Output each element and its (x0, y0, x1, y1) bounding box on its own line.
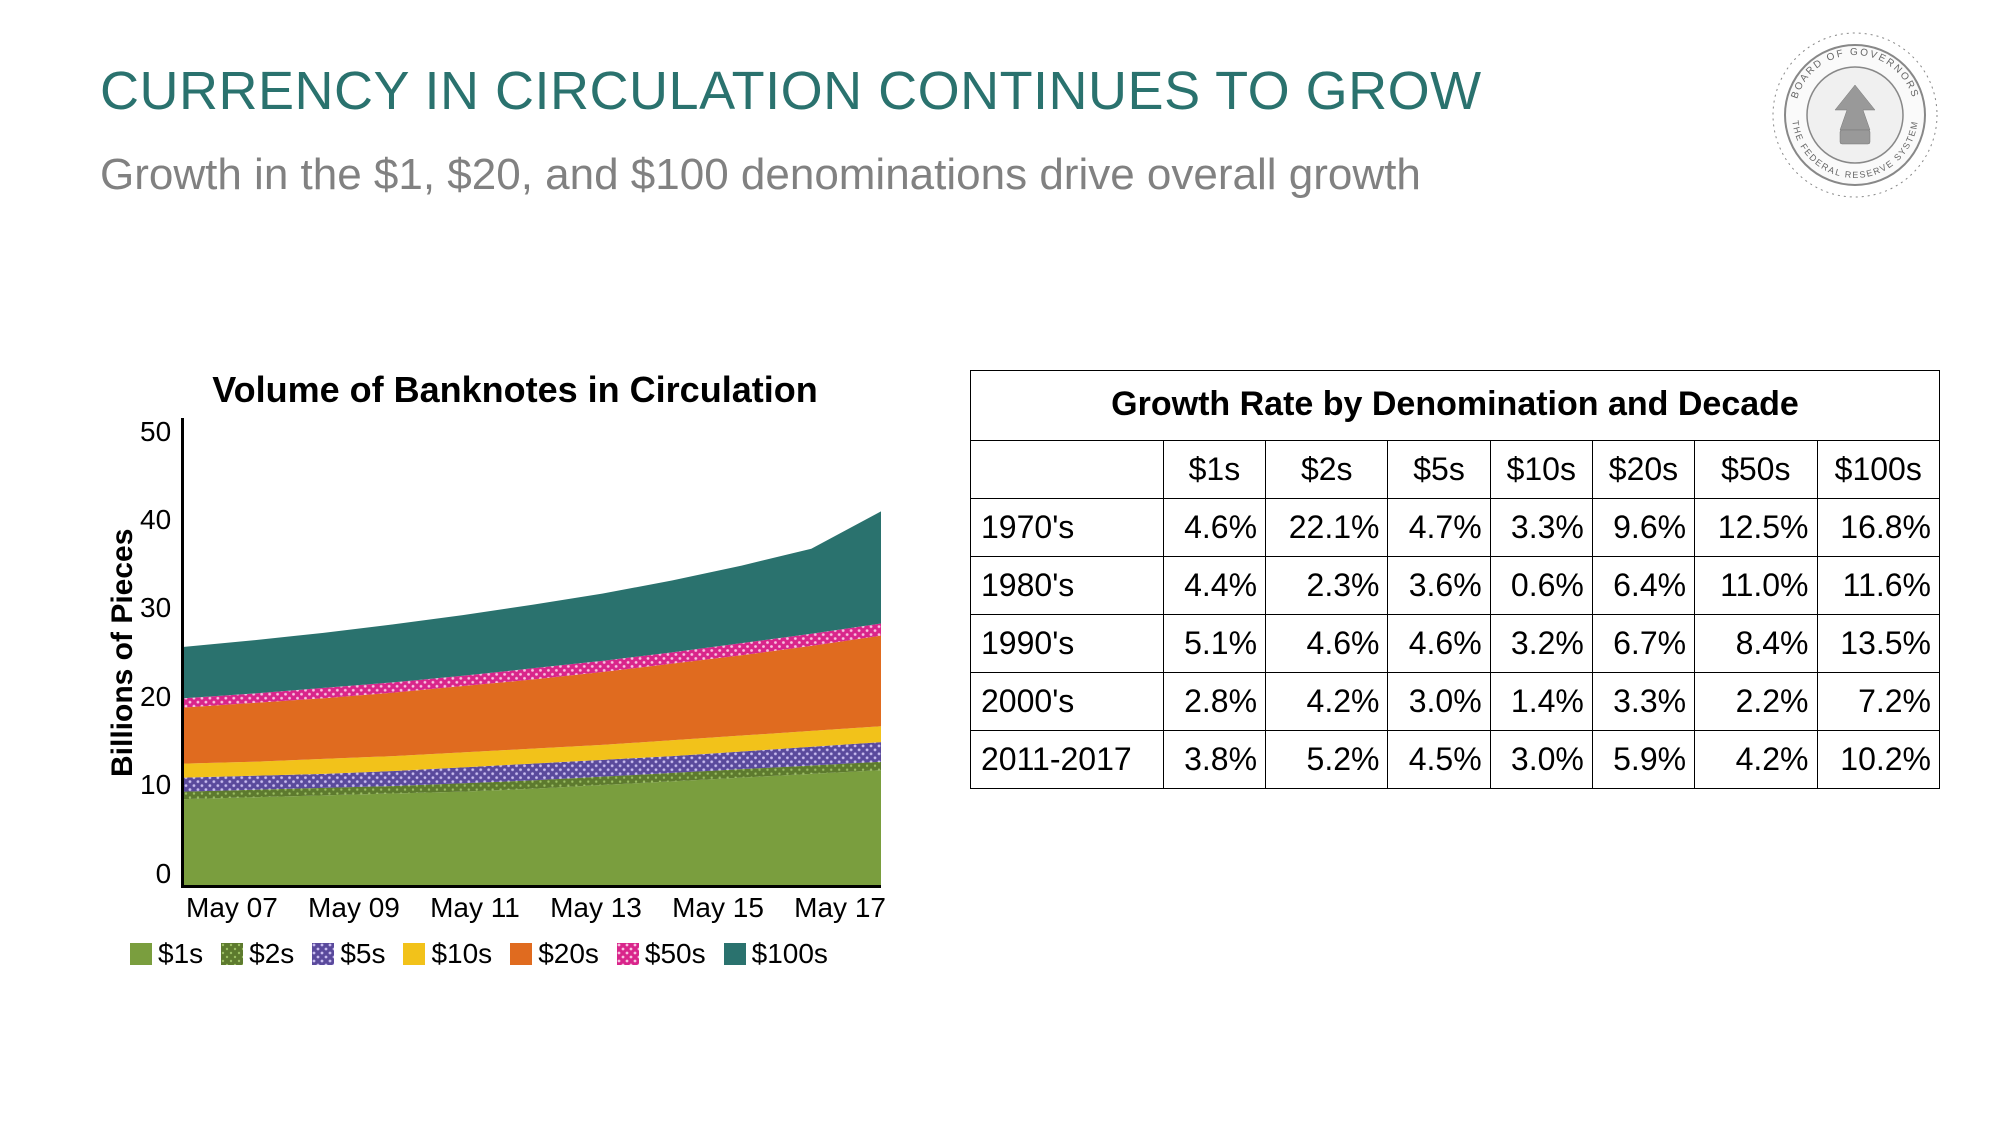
table-column-header: $50s (1695, 441, 1817, 499)
page-subtitle: Growth in the $1, $20, and $100 denomina… (100, 150, 1940, 200)
table-column-header: $1s (1163, 441, 1265, 499)
legend-label: $20s (538, 938, 599, 970)
table-column-header (971, 441, 1164, 499)
table-cell: 3.8% (1163, 731, 1265, 789)
legend-item: $50s (617, 938, 706, 970)
table-cell: 5.9% (1592, 731, 1694, 789)
chart-x-tick: May 13 (550, 892, 642, 924)
legend-swatch-icon (724, 943, 746, 965)
table-cell: 5.1% (1163, 615, 1265, 673)
federal-reserve-seal-icon: BOARD OF GOVERNORS THE FEDERAL RESERVE S… (1770, 30, 1940, 200)
table-row-header: 1970's (971, 499, 1164, 557)
table-cell: 0.6% (1490, 557, 1592, 615)
chart-x-tick: May 17 (794, 892, 886, 924)
table-cell: 5.2% (1266, 731, 1388, 789)
table-cell: 9.6% (1592, 499, 1694, 557)
chart-y-ticks: 50 40 30 20 10 0 (140, 418, 181, 888)
page-title: CURRENCY IN CIRCULATION CONTINUES TO GRO… (100, 60, 1940, 122)
legend-swatch-icon (510, 943, 532, 965)
table-cell: 2.2% (1695, 673, 1817, 731)
table-cell: 22.1% (1266, 499, 1388, 557)
table-row-header: 1990's (971, 615, 1164, 673)
chart-y-tick: 10 (140, 771, 171, 799)
chart-y-axis-label: Billions of Pieces (100, 418, 140, 888)
legend-label: $5s (340, 938, 385, 970)
legend-label: $10s (431, 938, 492, 970)
table-column-header: $5s (1388, 441, 1490, 499)
table-title: Growth Rate by Denomination and Decade (971, 371, 1940, 441)
legend-item: $1s (130, 938, 203, 970)
table-row: 2011-20173.8%5.2%4.5%3.0%5.9%4.2%10.2% (971, 731, 1940, 789)
legend-label: $1s (158, 938, 203, 970)
chart-plot-area (181, 418, 881, 888)
table-cell: 4.4% (1163, 557, 1265, 615)
table-cell: 6.7% (1592, 615, 1694, 673)
table-column-header: $20s (1592, 441, 1694, 499)
chart-legend: $1s $2s $5s $10s $20s $50s $100s (130, 938, 930, 970)
chart-x-tick: May 09 (308, 892, 400, 924)
table-cell: 13.5% (1817, 615, 1940, 673)
chart-x-tick: May 11 (430, 892, 520, 924)
table-cell: 3.2% (1490, 615, 1592, 673)
legend-item: $10s (403, 938, 492, 970)
table-cell: 4.7% (1388, 499, 1490, 557)
chart-x-tick: May 15 (672, 892, 764, 924)
table-row: 1990's5.1%4.6%4.6%3.2%6.7%8.4%13.5% (971, 615, 1940, 673)
table-row-header: 2011-2017 (971, 731, 1164, 789)
table-cell: 10.2% (1817, 731, 1940, 789)
table-row: 1980's4.4%2.3%3.6%0.6%6.4%11.0%11.6% (971, 557, 1940, 615)
legend-swatch-icon (221, 943, 243, 965)
table-cell: 4.6% (1266, 615, 1388, 673)
chart-x-tick: May 07 (186, 892, 278, 924)
table-cell: 8.4% (1695, 615, 1817, 673)
table-cell: 1.4% (1490, 673, 1592, 731)
legend-label: $100s (752, 938, 828, 970)
table-column-header: $2s (1266, 441, 1388, 499)
legend-swatch-icon (617, 943, 639, 965)
table-cell: 4.6% (1163, 499, 1265, 557)
table-cell: 4.6% (1388, 615, 1490, 673)
table-row-header: 1980's (971, 557, 1164, 615)
legend-item: $5s (312, 938, 385, 970)
chart-y-tick: 20 (140, 683, 171, 711)
table-cell: 3.0% (1388, 673, 1490, 731)
legend-label: $2s (249, 938, 294, 970)
table-cell: 3.0% (1490, 731, 1592, 789)
table-column-header: $100s (1817, 441, 1940, 499)
table-cell: 2.8% (1163, 673, 1265, 731)
chart-y-tick: 30 (140, 594, 171, 622)
legend-item: $20s (510, 938, 599, 970)
table-cell: 11.6% (1817, 557, 1940, 615)
table-cell: 2.3% (1266, 557, 1388, 615)
legend-item: $2s (221, 938, 294, 970)
chart-y-tick: 50 (140, 418, 171, 446)
chart-y-tick: 0 (140, 860, 171, 888)
table-cell: 16.8% (1817, 499, 1940, 557)
chart-y-tick: 40 (140, 506, 171, 534)
legend-swatch-icon (130, 943, 152, 965)
table-row-header: 2000's (971, 673, 1164, 731)
legend-swatch-icon (312, 943, 334, 965)
table-row: 1970's4.6%22.1%4.7%3.3%9.6%12.5%16.8% (971, 499, 1940, 557)
table-cell: 3.6% (1388, 557, 1490, 615)
chart-x-ticks: May 07 May 09 May 11 May 13 May 15 May 17 (186, 888, 886, 924)
table-cell: 6.4% (1592, 557, 1694, 615)
legend-label: $50s (645, 938, 706, 970)
table-cell: 11.0% (1695, 557, 1817, 615)
table-cell: 12.5% (1695, 499, 1817, 557)
table-row: 2000's2.8%4.2%3.0%1.4%3.3%2.2%7.2% (971, 673, 1940, 731)
legend-item: $100s (724, 938, 828, 970)
table-cell: 3.3% (1490, 499, 1592, 557)
table-column-header: $10s (1490, 441, 1592, 499)
table-cell: 4.5% (1388, 731, 1490, 789)
banknote-volume-chart: Volume of Banknotes in Circulation Billi… (100, 370, 930, 970)
chart-title: Volume of Banknotes in Circulation (100, 370, 930, 410)
table-cell: 4.2% (1695, 731, 1817, 789)
table-cell: 7.2% (1817, 673, 1940, 731)
table-cell: 3.3% (1592, 673, 1694, 731)
legend-swatch-icon (403, 943, 425, 965)
table-cell: 4.2% (1266, 673, 1388, 731)
growth-rate-table: Growth Rate by Denomination and Decade$1… (970, 370, 1940, 970)
